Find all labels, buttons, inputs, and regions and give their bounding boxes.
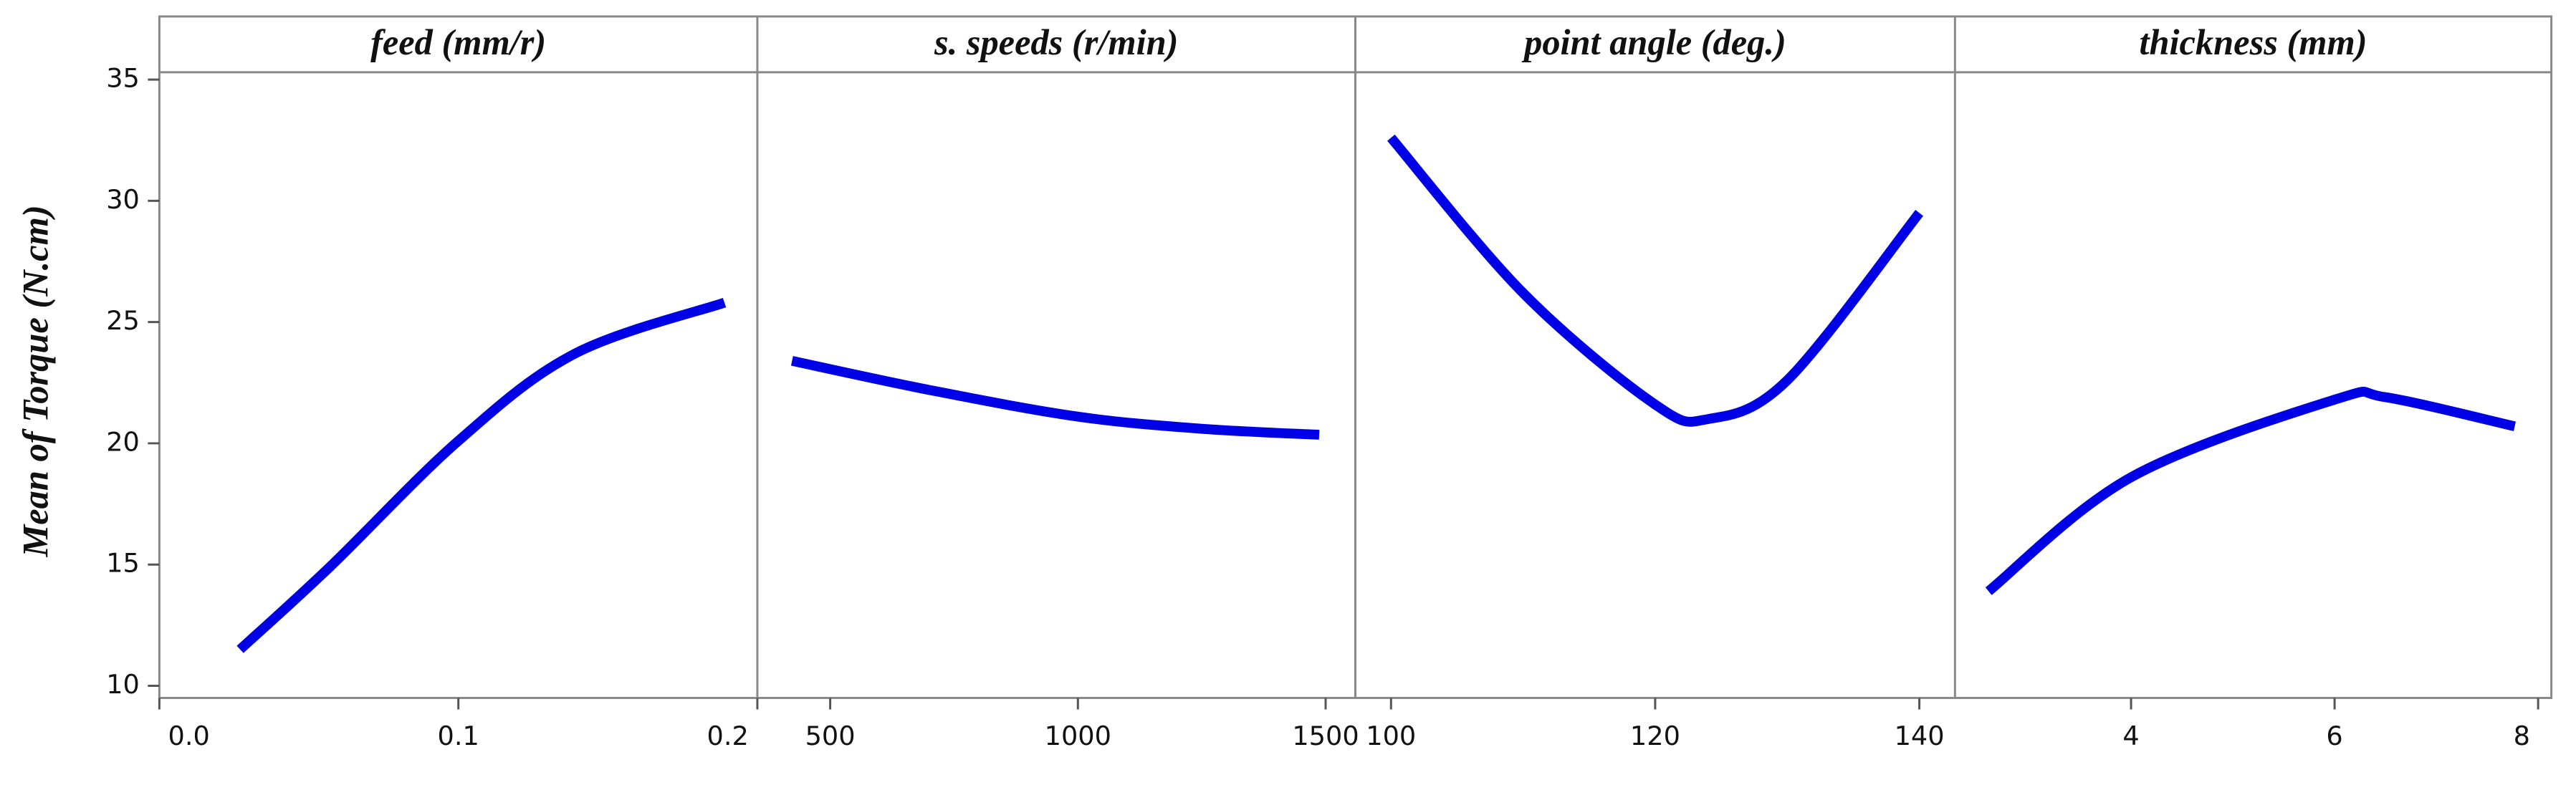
x-tick-label: 0.2 — [707, 721, 749, 751]
y-tick-label: 15 — [106, 548, 140, 579]
x-tick-label: 6 — [2326, 721, 2342, 751]
y-tick-label: 30 — [106, 184, 140, 215]
y-tick-label: 10 — [106, 669, 140, 700]
y-tick-label: 25 — [106, 305, 140, 336]
panel-title: point angle (deg.) — [1521, 22, 1786, 62]
x-tick-label: 140 — [1895, 721, 1945, 751]
x-tick-label: 1000 — [1045, 721, 1111, 751]
curve — [1985, 387, 2516, 595]
y-tick-label: 20 — [106, 426, 140, 457]
panel-title: thickness (mm) — [2139, 22, 2367, 62]
x-tick-label: 0.0 — [168, 721, 209, 751]
y-axis-label: Mean of Torque (N.cm) — [16, 205, 56, 557]
x-tick-label: 120 — [1630, 721, 1680, 751]
x-tick-label: 1500 — [1292, 721, 1359, 751]
y-tick-label: 35 — [106, 63, 140, 94]
x-tick-label: 4 — [2122, 721, 2139, 751]
x-tick-label: 500 — [805, 721, 856, 751]
panel-title: feed (mm/r) — [370, 22, 546, 62]
x-tick-label: 0.1 — [438, 721, 479, 751]
curve — [790, 356, 1320, 440]
x-tick-label: 8 — [2514, 721, 2530, 751]
panel-title: s. speeds (r/min) — [934, 22, 1178, 62]
x-tick-label: 100 — [1366, 721, 1416, 751]
curve — [236, 298, 727, 653]
curve — [1387, 134, 1923, 427]
